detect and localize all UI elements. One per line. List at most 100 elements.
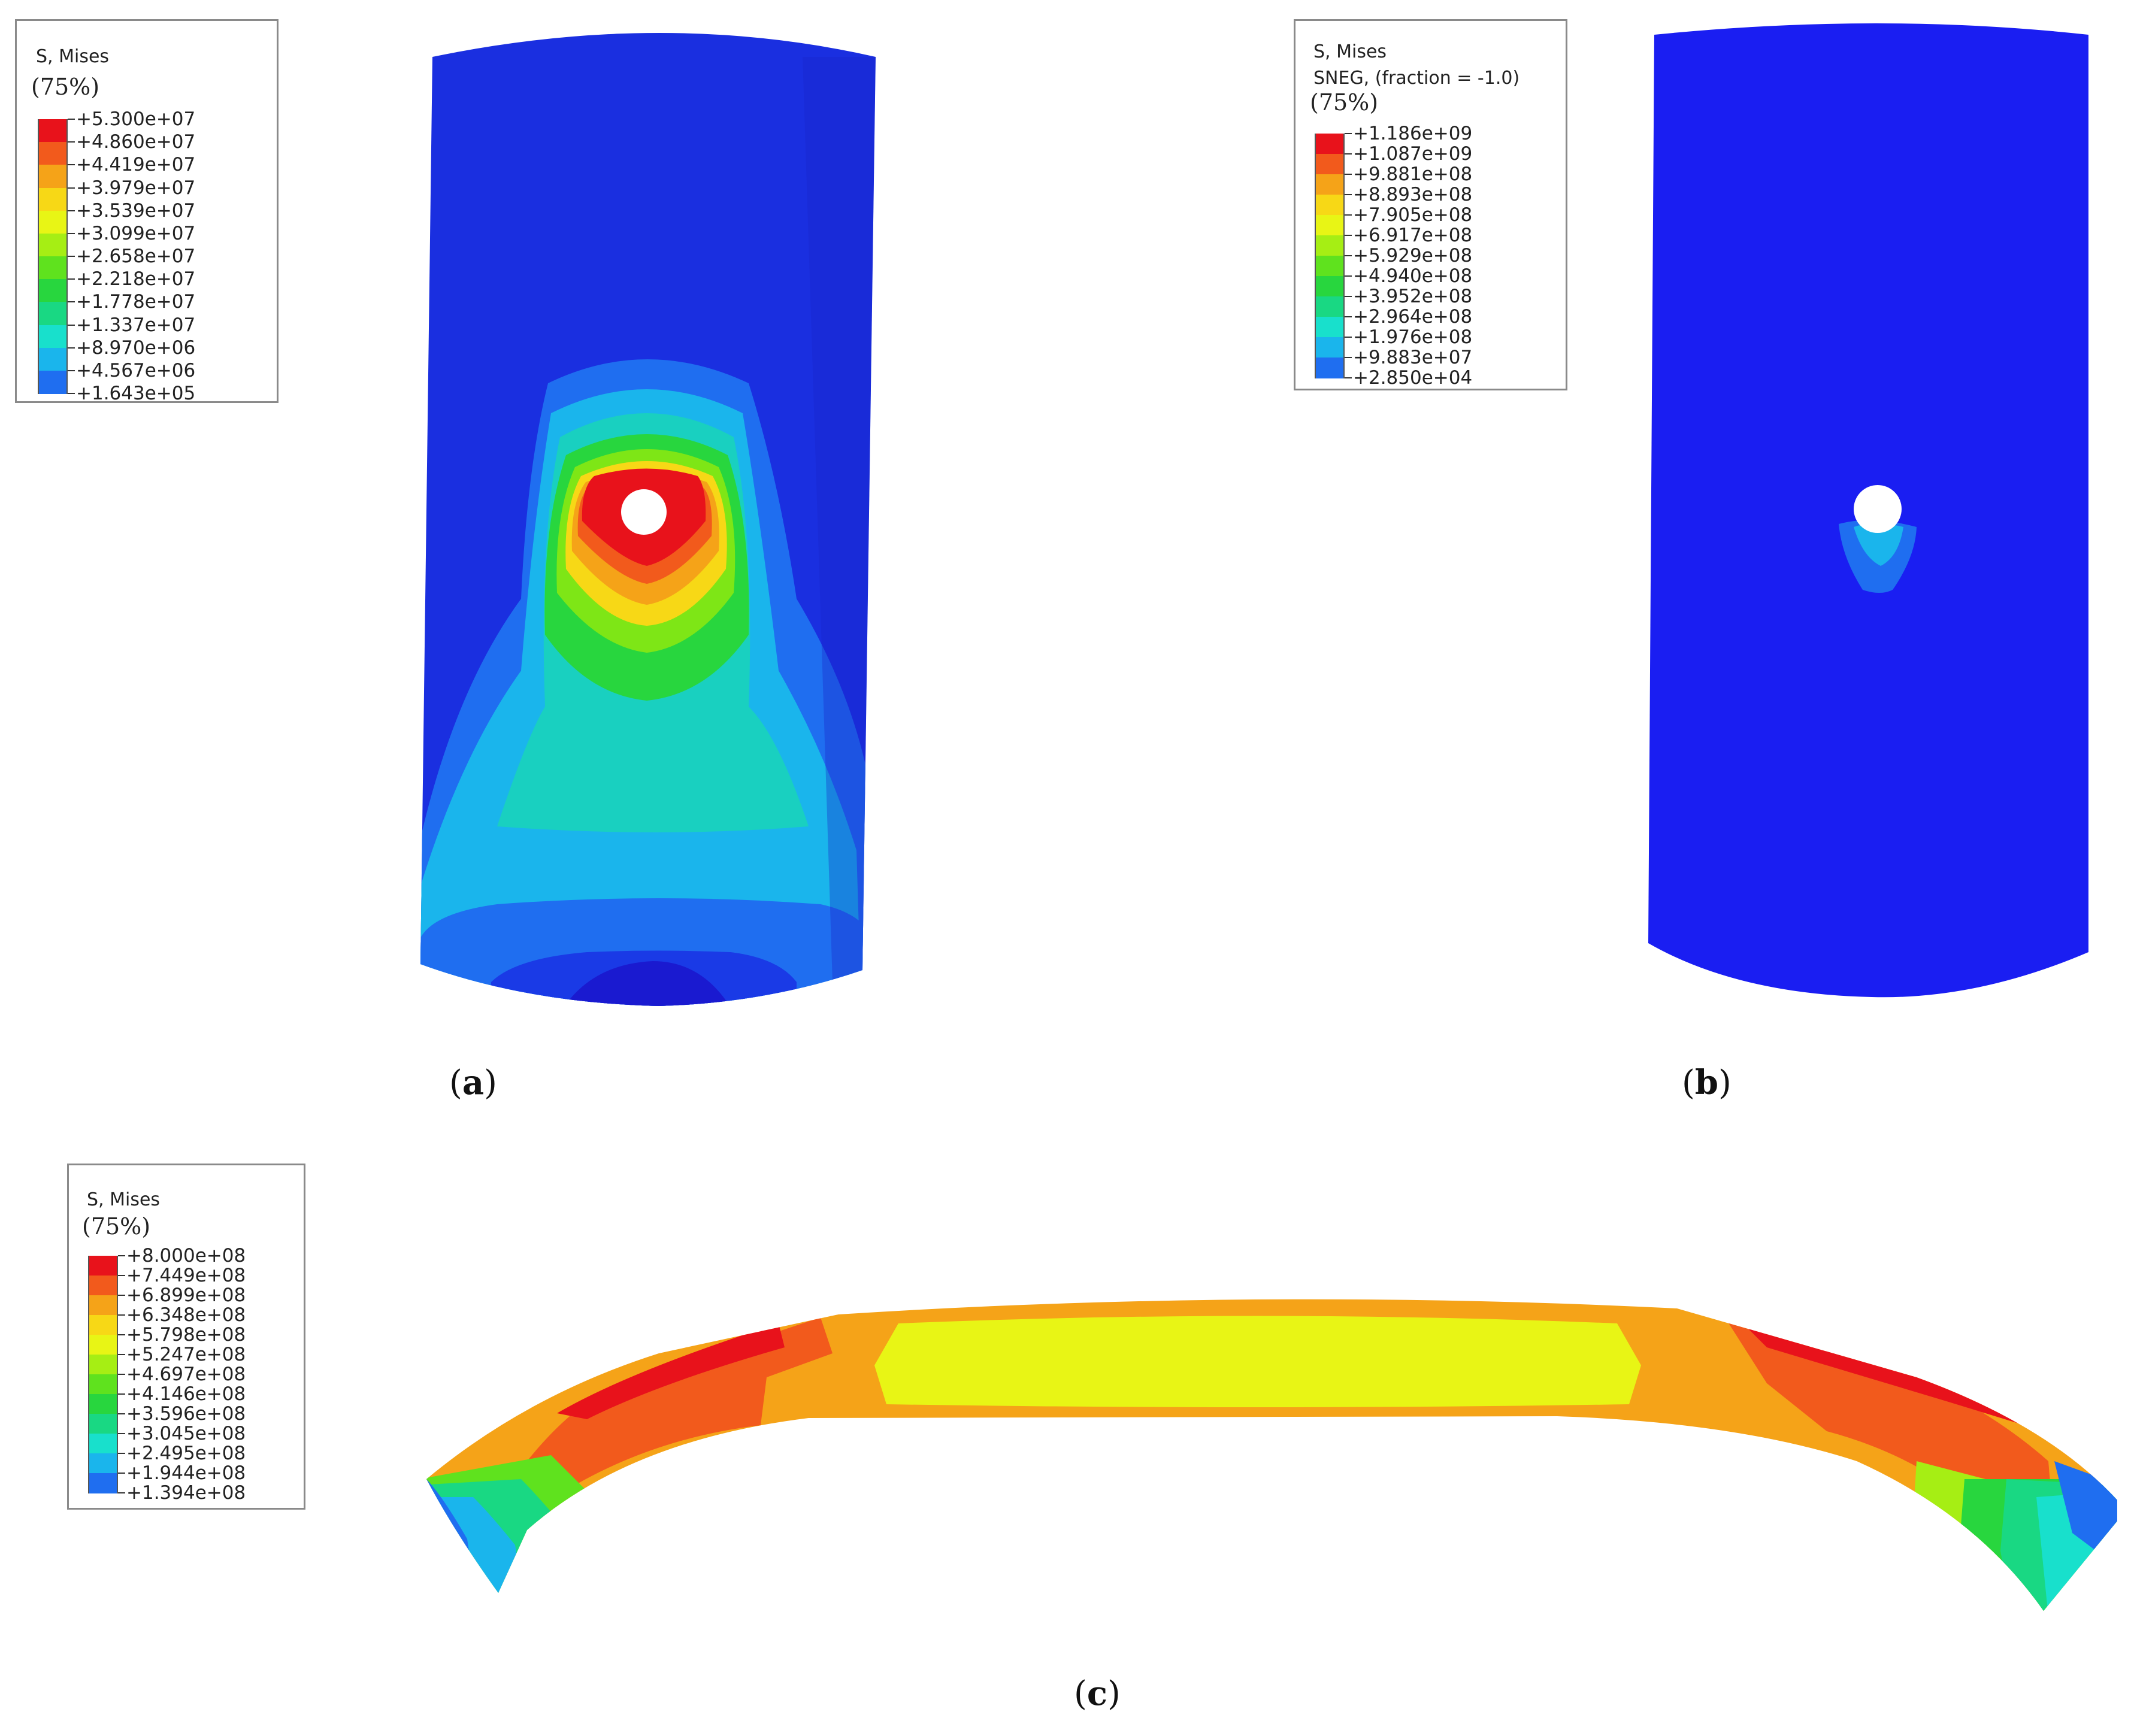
legend-value: +1.643e+05 <box>76 383 196 404</box>
legend-tick <box>1345 174 1352 175</box>
legend-color-band <box>1315 296 1345 317</box>
legend-a-title: S, Mises <box>36 46 110 67</box>
legend-value: +1.087e+09 <box>1353 143 1473 165</box>
legend-c: S, Mises (75%) +8.000e+08 +7.449e+08 +6.89… <box>67 1164 305 1510</box>
legend-tick <box>118 1374 125 1375</box>
legend-value: +8.000e+08 <box>126 1245 246 1267</box>
legend-value: +1.186e+09 <box>1353 123 1473 144</box>
legend-value: +3.979e+07 <box>76 177 196 199</box>
legend-value: +3.045e+08 <box>126 1423 246 1444</box>
legend-color-band <box>88 1256 118 1276</box>
panel-label-b: (b) <box>1682 1063 1732 1102</box>
legend-tick <box>118 1453 125 1454</box>
legend-tick <box>1345 214 1352 216</box>
panel-a-hole <box>621 489 667 535</box>
legend-color-band <box>1315 195 1345 216</box>
panel-b-hole <box>1854 485 1902 533</box>
legend-a-scale: +5.300e+07 +4.860e+07 +4.419e+07 +3.979e+07… <box>38 110 277 403</box>
legend-value: +6.899e+08 <box>126 1284 246 1306</box>
legend-value: +7.449e+08 <box>126 1265 246 1286</box>
legend-color-band <box>1315 276 1345 297</box>
legend-tick <box>68 301 75 303</box>
panel-c-strip <box>426 1299 2117 1611</box>
legend-tick <box>68 119 75 120</box>
legend-color-band <box>1315 317 1345 338</box>
legend-color-band <box>38 165 68 189</box>
legend-color-band <box>88 1434 118 1454</box>
legend-tick <box>118 1334 125 1335</box>
legend-tick <box>118 1393 125 1395</box>
legend-value: +3.596e+08 <box>126 1403 246 1425</box>
legend-tick <box>1345 337 1352 338</box>
legend-tick <box>118 1255 125 1256</box>
legend-tick <box>118 1433 125 1434</box>
legend-color-band <box>1315 174 1345 195</box>
legend-color-band <box>88 1453 118 1474</box>
legend-color-band <box>1315 215 1345 236</box>
legend-value: +5.798e+08 <box>126 1324 246 1346</box>
legend-color-band <box>38 279 68 303</box>
legend-color-band <box>1315 357 1345 378</box>
legend-a: S, Mises (75%) +5.300e+07 +4.860e+07 +4.41… <box>15 19 279 403</box>
panel-a-cylinder <box>420 33 876 1006</box>
legend-b: S, Mises SNEG, (fraction = -1.0) (75%) +… <box>1294 19 1567 390</box>
legend-color-band <box>38 233 68 257</box>
legend-color-band <box>38 119 68 143</box>
legend-color-band <box>88 1295 118 1316</box>
legend-value: +2.964e+08 <box>1353 306 1473 328</box>
legend-tick <box>1345 275 1352 277</box>
legend-color-band <box>88 1276 118 1296</box>
legend-value: +8.970e+06 <box>76 337 196 359</box>
legend-color-band <box>1315 256 1345 277</box>
legend-tick <box>1345 316 1352 317</box>
legend-value: +3.539e+07 <box>76 199 196 222</box>
legend-tick <box>118 1295 125 1296</box>
legend-color-band <box>38 256 68 280</box>
legend-tick <box>68 369 75 371</box>
legend-tick <box>1345 133 1352 134</box>
legend-value: +3.952e+08 <box>1353 286 1473 307</box>
legend-value: +2.218e+07 <box>76 268 196 290</box>
legend-tick <box>1345 194 1352 195</box>
panel-label-a: (a) <box>449 1063 498 1102</box>
legend-value: +1.944e+08 <box>126 1462 246 1484</box>
legend-value: +1.778e+07 <box>76 291 196 313</box>
legend-value: +4.567e+06 <box>76 359 196 381</box>
legend-color-band <box>88 1315 118 1335</box>
legend-value: +7.905e+08 <box>1353 204 1473 226</box>
legend-c-scale: +8.000e+08 +7.449e+08 +6.899e+08 +6.348e+08… <box>88 1247 304 1502</box>
legend-color-band <box>1315 134 1345 154</box>
legend-tick <box>68 232 75 234</box>
legend-color-band <box>1315 154 1345 175</box>
legend-value: +5.247e+08 <box>126 1344 246 1365</box>
panel-label-c: (c) <box>1074 1674 1121 1713</box>
legend-tick <box>68 393 75 394</box>
legend-tick <box>1345 153 1352 154</box>
legend-color-band <box>88 1414 118 1434</box>
legend-value: +5.300e+07 <box>76 108 196 130</box>
legend-value: +9.883e+07 <box>1353 347 1473 368</box>
legend-color-band <box>38 302 68 326</box>
legend-tick <box>68 256 75 257</box>
legend-color-band <box>88 1394 118 1414</box>
legend-value: +2.658e+07 <box>76 246 196 267</box>
legend-tick <box>118 1492 125 1493</box>
legend-tick <box>118 1473 125 1474</box>
legend-tick <box>68 187 75 189</box>
legend-tick <box>118 1354 125 1355</box>
legend-value: +8.893e+08 <box>1353 184 1473 205</box>
legend-value: +1.394e+08 <box>126 1482 246 1504</box>
legend-color-band <box>88 1335 118 1355</box>
legend-c-title: S, Mises <box>87 1189 161 1210</box>
legend-color-band <box>1315 337 1345 358</box>
legend-c-percent: (75%) <box>82 1213 151 1240</box>
legend-a-percent: (75%) <box>31 74 100 100</box>
legend-color-band <box>38 210 68 234</box>
legend-value: +4.419e+07 <box>76 154 196 176</box>
legend-value: +9.881e+08 <box>1353 163 1473 185</box>
legend-value: +4.697e+08 <box>126 1364 246 1385</box>
legend-tick <box>118 1314 125 1316</box>
legend-color-band <box>38 347 68 371</box>
legend-tick <box>68 324 75 326</box>
